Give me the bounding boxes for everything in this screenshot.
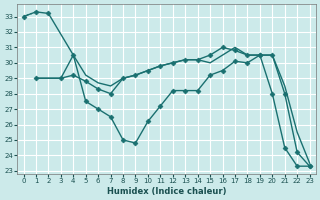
X-axis label: Humidex (Indice chaleur): Humidex (Indice chaleur): [107, 187, 226, 196]
